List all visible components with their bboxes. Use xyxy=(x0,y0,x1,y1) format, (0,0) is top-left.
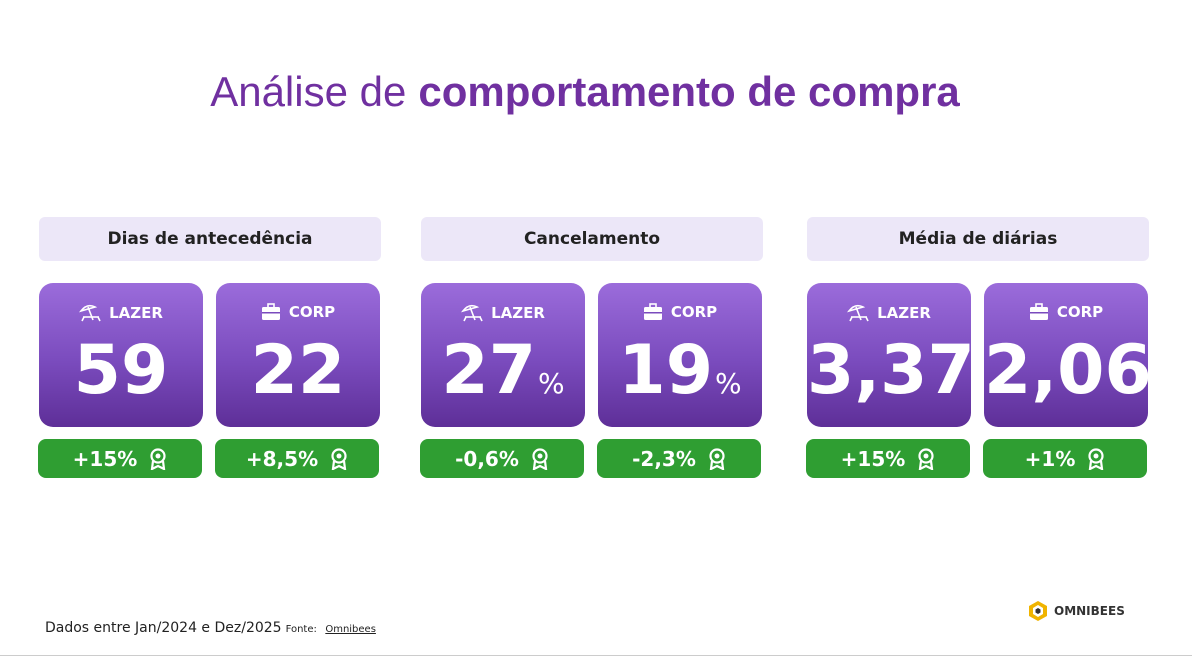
group-header: Média de diárias xyxy=(807,217,1149,261)
metric-value: 2,06 xyxy=(984,331,1152,411)
award-icon xyxy=(150,447,166,470)
value: 22 xyxy=(250,331,346,410)
logo: OMNIBEES xyxy=(1028,600,1125,622)
beach-icon xyxy=(847,304,869,322)
unit: % xyxy=(538,367,565,400)
footer-note: Dados entre Jan/2024 e Dez/2025 xyxy=(45,620,282,636)
change-pill: +15% xyxy=(38,439,202,478)
segment-label: LAZER xyxy=(877,304,931,322)
value: 59 xyxy=(73,331,169,410)
metric-value: 27% xyxy=(421,331,585,424)
change: +8,5% xyxy=(245,446,319,471)
logo-icon xyxy=(1029,601,1047,621)
segment: LAZER xyxy=(807,303,971,323)
change: -2,3% xyxy=(632,446,696,471)
unit: % xyxy=(715,367,742,400)
segment-label: CORP xyxy=(288,303,336,321)
metric-card: LAZER 59 xyxy=(39,283,203,427)
metric-card: CORP 2,06 xyxy=(984,283,1152,427)
segment-label: LAZER xyxy=(109,304,163,322)
segment: LAZER xyxy=(39,303,203,323)
segment: CORP xyxy=(598,303,762,321)
award-icon xyxy=(918,447,934,470)
change-pill: -2,3% xyxy=(597,439,761,478)
metric-card: CORP 22 xyxy=(216,283,380,427)
source: Omnibees xyxy=(325,624,376,635)
change-pill: +8,5% xyxy=(215,439,379,478)
title: Análise de comportamento de compra xyxy=(0,68,1170,116)
segment-label: LAZER xyxy=(491,304,545,322)
divider xyxy=(0,655,1192,656)
metric-value: 59 xyxy=(39,331,203,411)
group-header: Dias de antecedência xyxy=(39,217,381,261)
segment: CORP xyxy=(216,303,380,321)
segment: CORP xyxy=(984,303,1148,321)
change: -0,6% xyxy=(455,446,519,471)
metric-card: LAZER 3,37 xyxy=(807,283,975,427)
title-bold: comportamento de compra xyxy=(418,68,960,115)
segment-label: CORP xyxy=(1056,303,1104,321)
value: 2,06 xyxy=(984,331,1152,410)
metric-value: 22 xyxy=(216,331,380,411)
source-label: Fonte: xyxy=(285,624,317,635)
award-icon xyxy=(1088,447,1104,470)
footer: Dados entre Jan/2024 e Dez/2025 Fonte: Om… xyxy=(45,620,376,636)
change: +15% xyxy=(840,446,906,471)
beach-icon xyxy=(461,304,483,322)
change: +15% xyxy=(72,446,138,471)
beach-icon xyxy=(79,304,101,322)
award-icon xyxy=(532,447,548,470)
group-header: Cancelamento xyxy=(421,217,763,261)
change-pill: +15% xyxy=(806,439,970,478)
metric-card: CORP 19% xyxy=(598,283,762,427)
award-icon xyxy=(331,447,347,470)
title-light: Análise de xyxy=(210,68,407,115)
value: 19 xyxy=(618,331,714,410)
metric-card: LAZER 27% xyxy=(421,283,585,427)
logo-text: OMNIBEES xyxy=(1054,604,1125,618)
metric-value: 19% xyxy=(598,331,762,424)
metric-value: 3,37 xyxy=(807,331,975,411)
award-icon xyxy=(709,447,725,470)
change-pill: -0,6% xyxy=(420,439,584,478)
briefcase-icon xyxy=(261,303,280,320)
change-pill: +1% xyxy=(983,439,1147,478)
change: +1% xyxy=(1024,446,1076,471)
briefcase-icon xyxy=(1029,303,1048,320)
value: 3,37 xyxy=(807,331,975,410)
segment: LAZER xyxy=(421,303,585,323)
briefcase-icon xyxy=(643,303,662,320)
value: 27 xyxy=(441,331,537,410)
segment-label: CORP xyxy=(670,303,718,321)
